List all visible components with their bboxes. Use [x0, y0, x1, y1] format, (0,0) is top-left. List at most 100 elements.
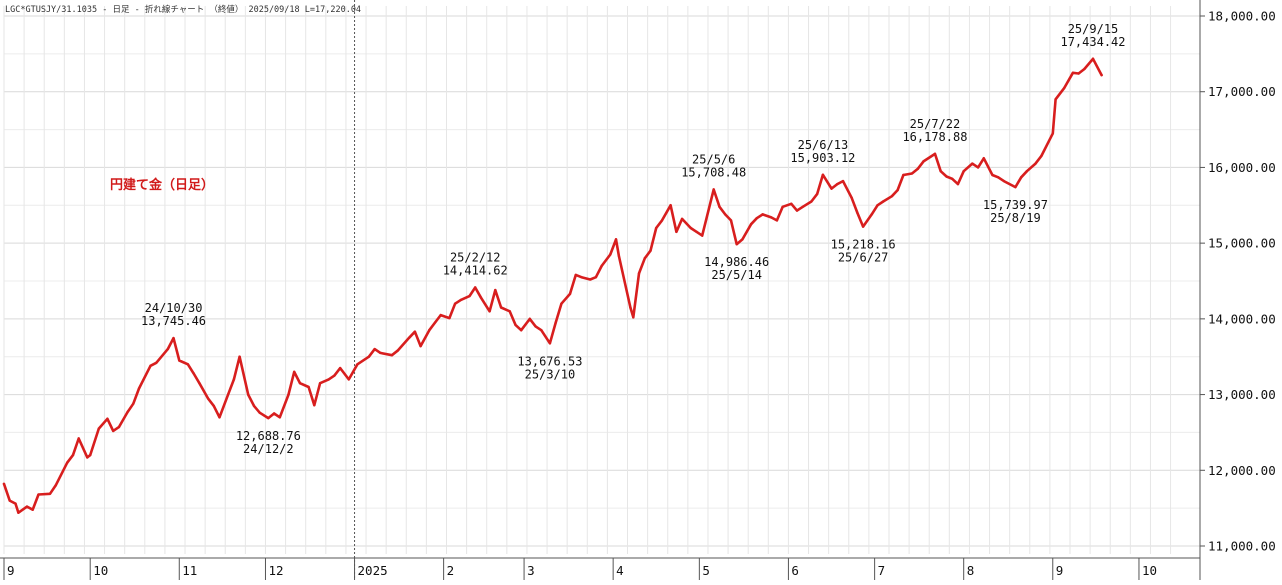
- data-point: [902, 173, 905, 177]
- annotation-date: 24/10/30: [145, 301, 203, 315]
- annotation-date: 25/9/15: [1068, 22, 1119, 36]
- data-point: [37, 493, 40, 496]
- annotation-value: 15,708.48: [681, 166, 746, 180]
- axes: [0, 0, 1201, 580]
- data-point: [313, 403, 316, 407]
- peak-trough-annotation: 25/5/615,708.48: [681, 153, 746, 180]
- data-point: [25, 505, 29, 508]
- data-point: [1002, 179, 1006, 183]
- annotation-value: 12,688.76: [236, 429, 301, 443]
- data-point: [1091, 57, 1095, 61]
- data-point: [258, 411, 261, 414]
- data-point: [1019, 176, 1023, 179]
- data-point: [629, 306, 632, 309]
- y-tick-label: 16,000.00: [1208, 160, 1276, 175]
- annotation-value: 15,739.97: [983, 198, 1048, 212]
- data-point: [293, 370, 296, 374]
- data-point: [861, 225, 865, 228]
- data-point: [433, 321, 437, 324]
- x-tick-label: 2025: [358, 563, 388, 578]
- data-point: [439, 313, 442, 317]
- x-tick-label: 12: [268, 563, 283, 578]
- data-point: [149, 364, 152, 367]
- data-point: [729, 219, 733, 222]
- y-tick-label: 11,000.00: [1208, 539, 1276, 554]
- x-tick-label: 3: [527, 563, 535, 578]
- data-point: [996, 176, 1000, 179]
- data-point: [735, 242, 738, 246]
- data-point: [680, 217, 684, 221]
- data-point: [499, 306, 503, 309]
- data-point: [574, 273, 577, 277]
- data-point: [356, 363, 359, 366]
- data-point: [649, 249, 652, 252]
- y-axis-tick-labels: 11,000.00 12,000.00 13,000.00 14,000.00 15,0…: [1200, 9, 1276, 554]
- data-point: [106, 417, 109, 420]
- x-tick-label: 11: [182, 563, 197, 578]
- data-point: [609, 253, 612, 256]
- x-axis-tick-labels: 9 10 11 12 2025 2 3 4 5 6 7 8 9 10: [3, 558, 1157, 580]
- data-point: [132, 402, 135, 405]
- data-point: [876, 204, 879, 207]
- data-point: [479, 296, 483, 299]
- data-point: [419, 344, 422, 348]
- data-point: [916, 167, 919, 171]
- data-point: [689, 226, 692, 230]
- annotation-date: 25/7/22: [910, 117, 961, 131]
- x-tick-label: 9: [1056, 563, 1064, 578]
- data-point: [307, 385, 310, 389]
- data-point: [890, 195, 894, 198]
- data-point: [172, 336, 175, 340]
- data-point: [795, 209, 799, 212]
- y-tick-label: 15,000.00: [1208, 236, 1276, 251]
- data-point: [453, 302, 457, 305]
- data-point: [841, 179, 845, 183]
- x-tick-label: 8: [967, 563, 975, 578]
- data-point: [701, 234, 704, 237]
- data-point: [856, 211, 859, 215]
- data-point: [781, 205, 784, 208]
- data-point: [166, 347, 169, 351]
- data-point: [428, 329, 431, 332]
- data-point: [850, 196, 853, 199]
- data-point: [278, 416, 282, 419]
- data-point: [718, 205, 721, 208]
- data-point: [882, 200, 885, 203]
- data-point: [594, 276, 598, 279]
- data-point: [373, 347, 376, 351]
- data-point: [238, 355, 241, 358]
- data-point: [287, 393, 290, 396]
- data-point: [247, 393, 250, 396]
- data-point: [86, 456, 89, 459]
- data-point: [1063, 86, 1066, 90]
- annotation-date: 25/6/13: [798, 138, 849, 152]
- data-point: [1054, 98, 1057, 101]
- data-point: [1040, 154, 1043, 158]
- data-point: [600, 264, 603, 268]
- x-tick-label: 2: [447, 563, 455, 578]
- data-point: [488, 310, 491, 313]
- data-point: [468, 294, 471, 298]
- data-point: [2, 482, 6, 486]
- data-point: [407, 336, 411, 339]
- data-point: [267, 416, 270, 420]
- data-point: [155, 361, 158, 364]
- data-point: [801, 205, 804, 208]
- x-tick-label: 4: [616, 563, 624, 578]
- data-point: [991, 173, 994, 177]
- data-point: [724, 213, 727, 216]
- series-layer: [2, 57, 1103, 514]
- data-point: [1100, 73, 1103, 77]
- data-point: [31, 508, 34, 511]
- data-point: [568, 292, 572, 296]
- data-point: [933, 152, 937, 156]
- x-tick-label: 7: [878, 563, 886, 578]
- data-point: [413, 330, 417, 333]
- y-tick-label: 18,000.00: [1208, 9, 1276, 24]
- data-point: [1083, 67, 1086, 71]
- data-point: [494, 288, 497, 292]
